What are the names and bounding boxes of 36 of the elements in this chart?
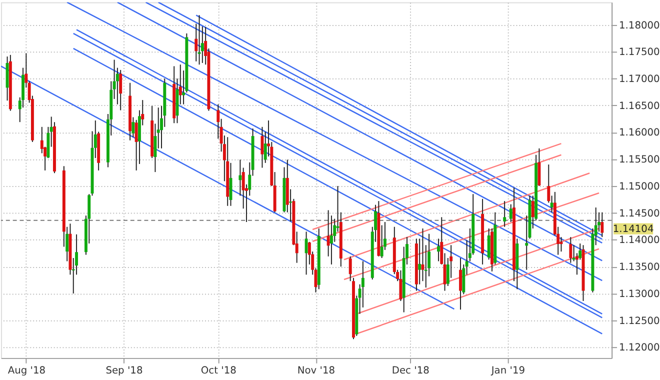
y-tick-label: 1.18000 <box>618 20 660 32</box>
candlestick <box>487 228 490 260</box>
candlestick <box>348 256 352 282</box>
y-tick-label: 1.15000 <box>618 181 660 192</box>
candlestick <box>238 159 242 196</box>
candlestick <box>550 195 554 213</box>
candlestick <box>198 14 201 66</box>
x-tick-label: Oct '18 <box>200 365 236 376</box>
candlestick <box>531 195 534 229</box>
candlestick <box>436 238 440 262</box>
candlestick <box>289 188 292 222</box>
y-tick-label: 1.12500 <box>618 316 660 327</box>
y-tick-label: 1.14500 <box>618 208 660 220</box>
y-tick-label: 1.16500 <box>618 100 660 112</box>
candlestick <box>560 236 563 252</box>
x-tick-label: Dec '18 <box>392 365 430 376</box>
y-tick-label: 1.13500 <box>618 262 660 274</box>
y-tick-label: 1.17000 <box>618 74 660 86</box>
candlestick <box>509 204 512 223</box>
candlestick <box>600 212 604 238</box>
x-tick-label: Aug '18 <box>8 365 46 376</box>
x-tick-label: Jan '19 <box>490 365 526 376</box>
x-tick-label: Sep '18 <box>106 365 143 376</box>
y-tick-label: 1.15500 <box>618 154 660 166</box>
candlestick <box>304 231 308 276</box>
candlestick <box>260 126 264 168</box>
candlestick <box>503 200 506 228</box>
candlestick <box>459 258 462 310</box>
candlestick <box>569 236 572 264</box>
y-tick-label: 1.17500 <box>618 47 660 58</box>
x-tick-label: Nov '18 <box>297 365 336 376</box>
candlestick <box>119 69 122 111</box>
y-tick-label: 1.13000 <box>618 288 660 300</box>
y-tick-label: 1.14000 <box>618 235 660 246</box>
y-tick-label: 1.16000 <box>618 128 660 139</box>
y-tick-label: 1.12000 <box>618 342 660 354</box>
